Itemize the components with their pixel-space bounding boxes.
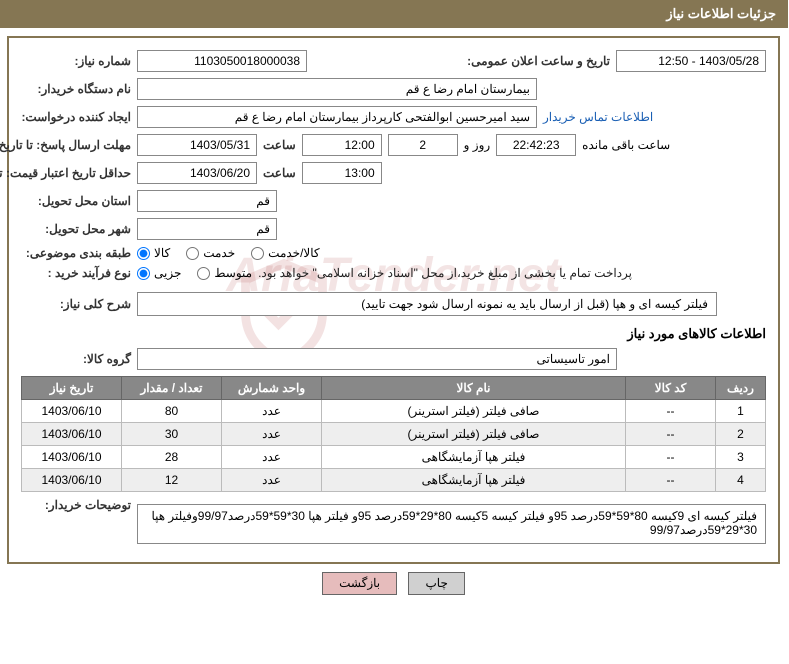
cell-date: 1403/06/10	[23, 423, 123, 446]
days-remaining-field: 2	[389, 134, 459, 156]
cat-both-label: کالا/خدمت	[269, 246, 320, 260]
buyer-notes-field: فیلتر کیسه ای 9کیسه 80*59*59درصد 95و فیل…	[138, 504, 767, 544]
validity-label: حداقل تاریخ اعتبار قیمت: تا تاریخ:	[22, 166, 132, 180]
requester-field: سید امیرحسین ابوالفتحی کارپرداز بیمارستا…	[138, 106, 538, 128]
need-number-label: شماره نیاز:	[22, 54, 132, 68]
contact-link[interactable]: اطلاعات تماس خریدار	[544, 110, 654, 124]
validity-time-field: 13:00	[303, 162, 383, 184]
cat-goods-label: کالا	[155, 246, 171, 260]
cell-date: 1403/06/10	[23, 400, 123, 423]
cell-date: 1403/06/10	[23, 469, 123, 492]
table-row: 3--فیلتر هپا آزمایشگاهیعدد281403/06/10	[23, 446, 767, 469]
main-frame: AriaTender.net شماره نیاز: 1103050018000…	[8, 36, 781, 564]
proc-partial-option[interactable]: جزیی	[138, 266, 182, 280]
goods-table: ردیف کد کالا نام کالا واحد شمارش تعداد /…	[22, 376, 767, 492]
buyer-notes-label: توضیحات خریدار:	[22, 498, 132, 512]
process-radio-group: جزیی متوسط	[138, 266, 253, 280]
need-desc-field: فیلتر کیسه ای و هپا (قبل از ارسال باید ی…	[138, 292, 718, 316]
buyer-org-label: نام دستگاه خریدار:	[22, 82, 132, 96]
proc-medium-radio[interactable]	[198, 267, 211, 280]
cat-service-radio[interactable]	[187, 247, 200, 260]
cell-n: 2	[717, 423, 767, 446]
process-label: نوع فرآیند خرید :	[22, 266, 132, 280]
cell-n: 1	[717, 400, 767, 423]
proc-medium-option[interactable]: متوسط	[198, 266, 253, 280]
province-label: استان محل تحویل:	[22, 194, 132, 208]
cell-name: فیلتر هپا آزمایشگاهی	[323, 446, 627, 469]
remaining-label: ساعت باقی مانده	[583, 138, 671, 152]
print-button[interactable]: چاپ	[409, 572, 465, 595]
proc-partial-radio[interactable]	[138, 267, 151, 280]
cell-code: --	[627, 446, 717, 469]
proc-medium-label: متوسط	[215, 266, 253, 280]
table-row: 4--فیلتر هپا آزمایشگاهیعدد121403/06/10	[23, 469, 767, 492]
page-title: جزئیات اطلاعات نیاز	[667, 6, 777, 21]
category-label: طبقه بندی موضوعی:	[22, 246, 132, 260]
deadline-label: مهلت ارسال پاسخ: تا تاریخ:	[22, 138, 132, 152]
buyer-org-field: بیمارستان امام رضا ع قم	[138, 78, 538, 100]
cat-goods-option[interactable]: کالا	[138, 246, 171, 260]
days-word: روز و	[465, 138, 492, 152]
cell-qty: 28	[123, 446, 223, 469]
button-row: چاپ بازگشت	[0, 572, 789, 595]
announce-label: تاریخ و ساعت اعلان عمومی:	[468, 54, 611, 68]
cell-unit: عدد	[223, 469, 323, 492]
table-row: 2--صافی فیلتر (فیلتر استرینر)عدد301403/0…	[23, 423, 767, 446]
cell-name: صافی فیلتر (فیلتر استرینر)	[323, 400, 627, 423]
cat-service-label: خدمت	[204, 246, 236, 260]
cat-goods-radio[interactable]	[138, 247, 151, 260]
cell-code: --	[627, 423, 717, 446]
cell-name: فیلتر هپا آزمایشگاهی	[323, 469, 627, 492]
validity-date-field: 1403/06/20	[138, 162, 258, 184]
th-qty: تعداد / مقدار	[123, 377, 223, 400]
category-radio-group: کالا خدمت کالا/خدمت	[138, 246, 321, 260]
th-code: کد کالا	[627, 377, 717, 400]
cell-qty: 30	[123, 423, 223, 446]
group-label: گروه کالا:	[22, 352, 132, 366]
th-date: تاریخ نیاز	[23, 377, 123, 400]
th-row: ردیف	[717, 377, 767, 400]
cell-unit: عدد	[223, 400, 323, 423]
city-label: شهر محل تحویل:	[22, 222, 132, 236]
province-field: قم	[138, 190, 278, 212]
cell-n: 4	[717, 469, 767, 492]
cell-n: 3	[717, 446, 767, 469]
page-header: جزئیات اطلاعات نیاز	[0, 0, 789, 28]
goods-info-title: اطلاعات کالاهای مورد نیاز	[22, 326, 767, 342]
th-unit: واحد شمارش	[223, 377, 323, 400]
cell-qty: 80	[123, 400, 223, 423]
th-name: نام کالا	[323, 377, 627, 400]
deadline-date-field: 1403/05/31	[138, 134, 258, 156]
group-field: امور تاسیساتی	[138, 348, 618, 370]
announce-field: 1403/05/28 - 12:50	[617, 50, 767, 72]
cat-service-option[interactable]: خدمت	[187, 246, 236, 260]
cell-unit: عدد	[223, 423, 323, 446]
time-label-2: ساعت	[264, 166, 297, 180]
cell-code: --	[627, 469, 717, 492]
cell-date: 1403/06/10	[23, 446, 123, 469]
table-row: 1--صافی فیلتر (فیلتر استرینر)عدد801403/0…	[23, 400, 767, 423]
cell-unit: عدد	[223, 446, 323, 469]
payment-note: پرداخت تمام یا بخشی از مبلغ خرید،از محل …	[259, 266, 633, 280]
countdown-field: 22:42:23	[497, 134, 577, 156]
cell-code: --	[627, 400, 717, 423]
cell-qty: 12	[123, 469, 223, 492]
cat-both-radio[interactable]	[252, 247, 265, 260]
cat-both-option[interactable]: کالا/خدمت	[252, 246, 320, 260]
time-label-1: ساعت	[264, 138, 297, 152]
deadline-time-field: 12:00	[303, 134, 383, 156]
need-number-field: 1103050018000038	[138, 50, 308, 72]
back-button[interactable]: بازگشت	[323, 572, 398, 595]
city-field: قم	[138, 218, 278, 240]
cell-name: صافی فیلتر (فیلتر استرینر)	[323, 423, 627, 446]
proc-partial-label: جزیی	[155, 266, 182, 280]
requester-label: ایجاد کننده درخواست:	[22, 110, 132, 124]
need-desc-label: شرح کلی نیاز:	[22, 297, 132, 311]
